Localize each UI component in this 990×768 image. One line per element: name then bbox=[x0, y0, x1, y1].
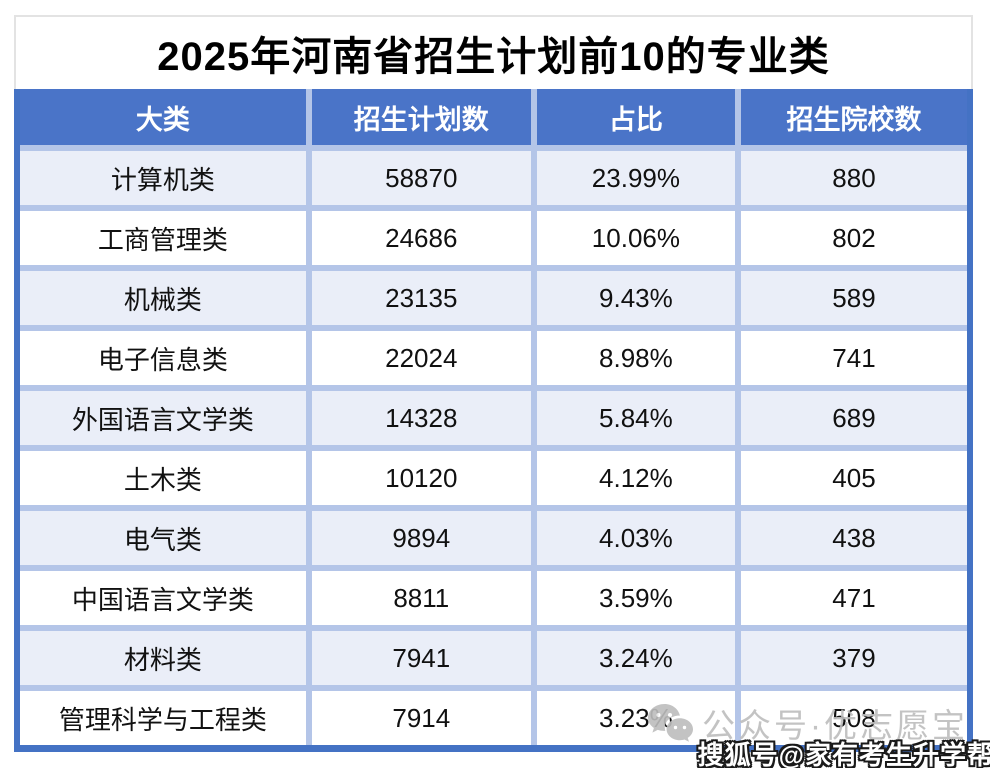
table-cell-r6-c2: 10120 bbox=[311, 451, 531, 505]
table-cell-r2-c4: 802 bbox=[740, 211, 967, 265]
column-header-school-count: 招生院校数 bbox=[740, 89, 967, 145]
table-cell-r3-c4: 589 bbox=[740, 271, 967, 325]
table-cell-r8-c1: 中国语言文学类 bbox=[20, 571, 306, 625]
table-cell-r3-c2: 23135 bbox=[311, 271, 531, 325]
ranking-table: 2025年河南省招生计划前10的专业类 大类 招生计划数 占比 招生院校数 计算… bbox=[14, 15, 973, 752]
table-cell-r3-c3: 9.43% bbox=[536, 271, 735, 325]
table-cell-r9-c4: 379 bbox=[740, 631, 967, 685]
table-cell-r2-c3: 10.06% bbox=[536, 211, 735, 265]
column-header-category: 大类 bbox=[20, 89, 306, 145]
column-header-share: 占比 bbox=[536, 89, 735, 145]
table-cell-r7-c4: 438 bbox=[740, 511, 967, 565]
table-cell-r5-c2: 14328 bbox=[311, 391, 531, 445]
table-cell-r5-c1: 外国语言文学类 bbox=[20, 391, 306, 445]
table-cell-r5-c4: 689 bbox=[740, 391, 967, 445]
table-cell-r6-c1: 土木类 bbox=[20, 451, 306, 505]
table-cell-r1-c4: 880 bbox=[740, 151, 967, 205]
table-cell-r10-c3: 3.23% bbox=[536, 691, 735, 745]
table-cell-r9-c3: 3.24% bbox=[536, 631, 735, 685]
table-cell-r7-c3: 4.03% bbox=[536, 511, 735, 565]
table-cell-r8-c2: 8811 bbox=[311, 571, 531, 625]
table-cell-r2-c1: 工商管理类 bbox=[20, 211, 306, 265]
table-cell-r1-c1: 计算机类 bbox=[20, 151, 306, 205]
table-cell-r10-c2: 7914 bbox=[311, 691, 531, 745]
table-cell-r6-c4: 405 bbox=[740, 451, 967, 505]
table-cell-r7-c2: 9894 bbox=[311, 511, 531, 565]
table-cell-r1-c2: 58870 bbox=[311, 151, 531, 205]
table-cell-r9-c2: 7941 bbox=[311, 631, 531, 685]
table-cell-r5-c3: 5.84% bbox=[536, 391, 735, 445]
column-header-plan-count: 招生计划数 bbox=[311, 89, 531, 145]
table-title-bar: 2025年河南省招生计划前10的专业类 bbox=[14, 15, 973, 89]
table-cell-r10-c1: 管理科学与工程类 bbox=[20, 691, 306, 745]
table-cell-r4-c2: 22024 bbox=[311, 331, 531, 385]
table-cell-r4-c3: 8.98% bbox=[536, 331, 735, 385]
table-cell-r9-c1: 材料类 bbox=[20, 631, 306, 685]
table-cell-r4-c1: 电子信息类 bbox=[20, 331, 306, 385]
table-cell-r8-c4: 471 bbox=[740, 571, 967, 625]
table-cell-r3-c1: 机械类 bbox=[20, 271, 306, 325]
table-cell-r10-c4: 508 bbox=[740, 691, 967, 745]
table-cell-r1-c3: 23.99% bbox=[536, 151, 735, 205]
table-cell-r7-c1: 电气类 bbox=[20, 511, 306, 565]
table-cell-r4-c4: 741 bbox=[740, 331, 967, 385]
table-cell-r2-c2: 24686 bbox=[311, 211, 531, 265]
table-cell-r8-c3: 3.59% bbox=[536, 571, 735, 625]
table-cell-r6-c3: 4.12% bbox=[536, 451, 735, 505]
page-title: 2025年河南省招生计划前10的专业类 bbox=[157, 35, 830, 79]
data-table: 大类 招生计划数 占比 招生院校数 计算机类 58870 23.99% 880 工商管理… bbox=[14, 89, 973, 752]
